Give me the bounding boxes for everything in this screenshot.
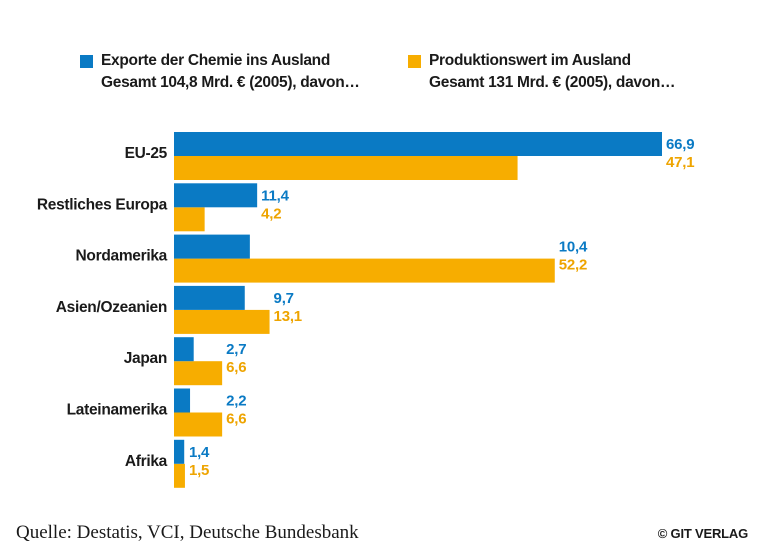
value-label-exports-5: 2,2: [226, 393, 246, 410]
value-label-exports-0: 66,9: [666, 136, 694, 153]
value-label-exports-6: 1,4: [189, 444, 210, 461]
bar-production-6: [174, 464, 185, 488]
category-label-1: Restliches Europa: [37, 196, 168, 213]
bar-production-4: [174, 361, 222, 385]
bar-exports-4: [174, 337, 194, 361]
bar-exports-3: [174, 286, 245, 310]
copyright-note: © GIT VERLAG: [658, 526, 748, 541]
value-label-exports-4: 2,7: [226, 341, 246, 358]
bar-chart: EU-25 66,947,1 Restliches Europa 11,44,2 Nor…: [0, 0, 760, 554]
category-label-6: Afrika: [125, 453, 168, 470]
source-note: Quelle: Destatis, VCI, Deutsche Bundesba…: [16, 522, 359, 544]
bar-production-0: [174, 156, 518, 180]
value-label-exports-3: 9,7: [274, 290, 294, 307]
bar-exports-5: [174, 389, 190, 413]
bar-exports-1: [174, 183, 257, 207]
bar-production-3: [174, 310, 270, 334]
value-label-production-1: 4,2: [261, 205, 281, 222]
bar-production-1: [174, 207, 205, 231]
value-label-production-4: 6,6: [226, 359, 246, 376]
category-label-0: EU-25: [125, 145, 168, 162]
bar-exports-6: [174, 440, 184, 464]
bar-exports-2: [174, 235, 250, 259]
category-label-5: Lateinamerika: [67, 402, 168, 419]
value-label-production-3: 13,1: [274, 308, 302, 325]
bar-exports-0: [174, 132, 662, 156]
value-label-production-5: 6,6: [226, 411, 246, 428]
bar-production-5: [174, 413, 222, 437]
category-label-2: Nordamerika: [76, 248, 168, 265]
value-label-production-6: 1,5: [189, 462, 209, 479]
bar-production-2: [174, 259, 555, 283]
category-label-4: Japan: [124, 350, 167, 367]
category-label-3: Asien/Ozeanien: [56, 299, 167, 316]
value-label-exports-2: 10,4: [559, 239, 588, 256]
value-label-production-2: 52,2: [559, 257, 587, 274]
value-label-exports-1: 11,4: [261, 187, 289, 204]
value-label-production-0: 47,1: [666, 154, 694, 171]
